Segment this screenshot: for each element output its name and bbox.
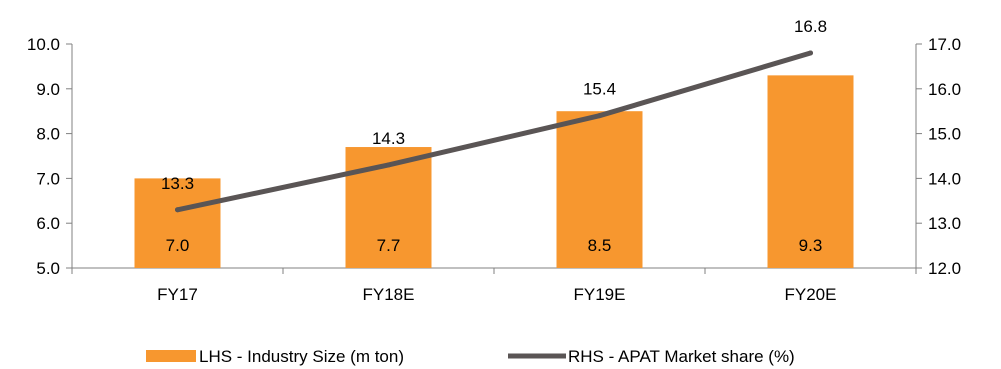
line-point — [808, 50, 813, 56]
y-right-tick-label: 15.0 — [928, 125, 961, 144]
y-left-tick-label: 10.0 — [27, 35, 60, 54]
bar-value-label: 7.7 — [377, 236, 401, 255]
y-left-tick-label: 5.0 — [36, 259, 60, 278]
legend-swatch-bar — [146, 350, 196, 362]
line-value-label: 16.8 — [794, 17, 827, 36]
x-tick-label: FY18E — [363, 285, 415, 304]
line-point — [175, 207, 180, 213]
y-left-tick-label: 7.0 — [36, 169, 60, 188]
y-left-tick-label: 8.0 — [36, 125, 60, 144]
x-tick-label: FY19E — [574, 285, 626, 304]
line-series — [175, 50, 813, 213]
axes: 5.0 6.0 7.0 8.0 9.0 10.0 12.0 13.0 14.0 15.0 16.0 1… — [27, 35, 961, 304]
bar — [556, 111, 643, 268]
bar-value-label: 8.5 — [588, 236, 612, 255]
y-left-tick-label: 9.0 — [36, 80, 60, 99]
bar — [134, 178, 221, 268]
legend-label-line: RHS - APAT Market share (%) — [568, 347, 795, 366]
x-tick-label: FY17 — [157, 285, 198, 304]
y-right-tick-label: 16.0 — [928, 80, 961, 99]
bar — [767, 75, 854, 268]
line-value-label: 13.3 — [161, 174, 194, 193]
y-right-tick-label: 17.0 — [928, 35, 961, 54]
line-value-label: 15.4 — [583, 80, 616, 99]
data-labels: 7.0 7.7 8.5 9.3 13.3 14.3 15.4 16.8 — [161, 17, 827, 255]
y-left-tick-label: 6.0 — [36, 214, 60, 233]
line-point — [597, 113, 602, 119]
legend: LHS - Industry Size (m ton) RHS - APAT Ma… — [146, 347, 795, 366]
bar-value-label: 7.0 — [166, 236, 190, 255]
legend-label-bar: LHS - Industry Size (m ton) — [199, 347, 404, 366]
line-point — [386, 162, 391, 168]
line-path — [175, 50, 813, 213]
bar-value-label: 9.3 — [799, 236, 823, 255]
line-value-label: 14.3 — [372, 129, 405, 148]
x-tick-label: FY20E — [785, 285, 837, 304]
y-right-tick-label: 12.0 — [928, 259, 961, 278]
bar-series — [134, 75, 854, 268]
y-right-tick-label: 13.0 — [928, 214, 961, 233]
y-right-tick-label: 14.0 — [928, 169, 961, 188]
